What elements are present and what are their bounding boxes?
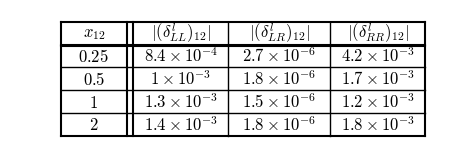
Text: $2.7 \times 10^{-6}$: $2.7 \times 10^{-6}$: [242, 48, 316, 66]
Text: $1 \times 10^{-3}$: $1 \times 10^{-3}$: [150, 70, 211, 89]
Text: $1.2 \times 10^{-3}$: $1.2 \times 10^{-3}$: [341, 93, 414, 112]
Text: $1.4 \times 10^{-3}$: $1.4 \times 10^{-3}$: [144, 116, 218, 135]
Text: $1$: $1$: [89, 94, 98, 112]
Text: $|(\delta^l_{RR})_{12}|$: $|(\delta^l_{RR})_{12}|$: [346, 21, 409, 45]
Text: $1.8 \times 10^{-6}$: $1.8 \times 10^{-6}$: [242, 70, 316, 89]
Text: $x_{12}$: $x_{12}$: [82, 24, 105, 42]
Text: $1.3 \times 10^{-3}$: $1.3 \times 10^{-3}$: [144, 93, 218, 112]
Text: $1.7 \times 10^{-3}$: $1.7 \times 10^{-3}$: [341, 70, 414, 89]
Text: $0.5$: $0.5$: [82, 71, 105, 89]
Text: $1.5 \times 10^{-6}$: $1.5 \times 10^{-6}$: [242, 93, 316, 112]
Text: $4.2 \times 10^{-3}$: $4.2 \times 10^{-3}$: [341, 48, 414, 66]
Text: $1.8 \times 10^{-3}$: $1.8 \times 10^{-3}$: [341, 116, 414, 135]
Text: $8.4 \times 10^{-4}$: $8.4 \times 10^{-4}$: [144, 48, 218, 66]
Text: $0.25$: $0.25$: [78, 48, 109, 66]
Text: $1.8 \times 10^{-6}$: $1.8 \times 10^{-6}$: [242, 116, 316, 135]
Text: $|(\delta^l_{LR})_{12}|$: $|(\delta^l_{LR})_{12}|$: [249, 21, 310, 45]
Text: $2$: $2$: [89, 116, 99, 134]
Text: $|(\delta^l_{LL})_{12}|$: $|(\delta^l_{LL})_{12}|$: [151, 21, 211, 45]
